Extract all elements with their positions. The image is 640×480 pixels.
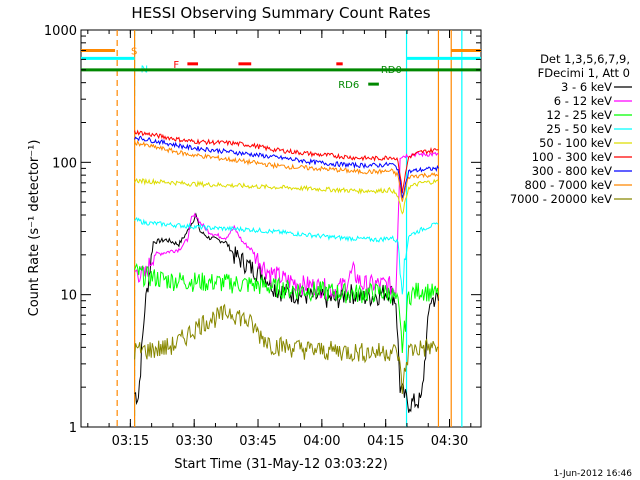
plot-frame	[80, 29, 482, 428]
series-line-1	[134, 151, 439, 300]
x-tick-label-2: 03:45	[239, 434, 276, 449]
legend-header-line-1: Det 1,3,5,6,7,9,	[540, 52, 630, 66]
legend: Det 1,3,5,6,7,9, FDecimi 1, Att 0 3 - 6 …	[510, 52, 632, 206]
y-axis-label: Count Rate (s⁻¹ detector⁻¹)	[27, 140, 42, 317]
x-tick-label-5: 04:30	[431, 434, 468, 449]
series-lines	[134, 129, 439, 413]
series-line-2	[134, 263, 439, 354]
x-tick-label-3: 04:00	[303, 434, 340, 449]
legend-label-3: 25 - 50 keV	[546, 122, 612, 136]
flag-label-rd0: RD0	[381, 65, 402, 76]
y-tick-label-3: 1000	[44, 24, 77, 39]
flag-label-rd6: RD6	[338, 80, 359, 91]
vertical-markers	[116, 30, 463, 427]
chart-title: HESSI Observing Summary Count Rates	[131, 4, 430, 22]
x-tick-label-1: 03:30	[175, 434, 212, 449]
legend-label-1: 6 - 12 keV	[554, 94, 612, 108]
series-line-8	[134, 303, 439, 395]
y-tick-label-2: 100	[52, 156, 77, 171]
status-flags: SNFRD0RD6	[81, 46, 481, 91]
x-tick-label-4: 04:15	[367, 434, 404, 449]
y-tick-label-0: 1	[69, 421, 77, 436]
y-tick-label-1: 10	[60, 289, 77, 304]
legend-header-line-2: FDecimi 1, Att 0	[538, 66, 630, 80]
footer-timestamp: 1-Jun-2012 16:46	[554, 469, 633, 479]
series-line-0	[134, 212, 439, 413]
x-tick-label-0: 03:15	[112, 434, 149, 449]
plot-border	[80, 29, 482, 428]
legend-label-5: 100 - 300 keV	[532, 150, 612, 164]
series-line-6	[134, 135, 439, 199]
series-line-7	[134, 139, 439, 202]
x-axis-label: Start Time (31-May-12 03:03:22)	[174, 457, 388, 472]
legend-label-6: 300 - 800 keV	[532, 164, 612, 178]
legend-label-2: 12 - 25 keV	[546, 108, 612, 122]
legend-label-4: 50 - 100 keV	[539, 136, 612, 150]
series-line-4	[134, 177, 439, 215]
flag-label-s: S	[131, 46, 137, 57]
series-line-5	[134, 129, 439, 194]
legend-label-8: 7000 - 20000 keV	[510, 192, 612, 206]
flag-label-f: F	[173, 60, 179, 71]
legend-label-0: 3 - 6 keV	[561, 80, 612, 94]
series-line-3	[134, 216, 439, 295]
axis-ticks: 03:15 03:30 03:45 04:00 04:15 04:30 1 10 100 1000	[44, 24, 481, 449]
legend-label-7: 800 - 7000 keV	[524, 178, 612, 192]
